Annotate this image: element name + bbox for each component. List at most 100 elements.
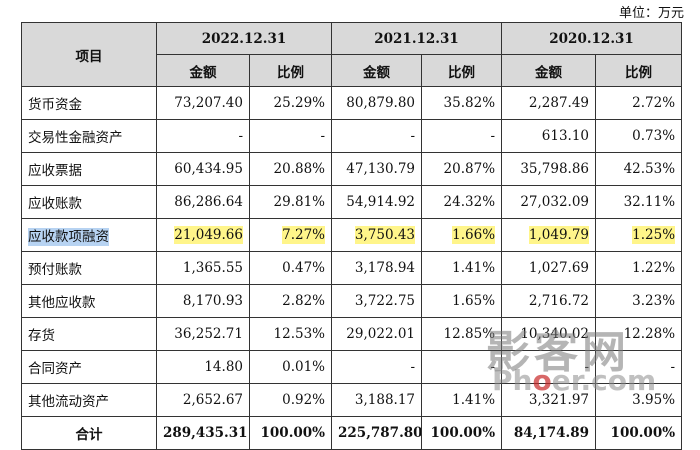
amount-value: 47,130.79 <box>346 161 416 177</box>
ratio-cell: 100.00% <box>595 416 683 450</box>
row-label-text: 其他应收款 <box>28 295 96 311</box>
amount-cell: 10,340.02 <box>501 317 597 351</box>
ratio-cell: 1.25% <box>595 218 683 252</box>
row-label-text: 合同资产 <box>28 361 82 377</box>
amount-cell: 3,750.43 <box>331 218 423 252</box>
amount-cell: 21,049.66 <box>156 218 250 252</box>
amount-value: - <box>410 359 416 375</box>
row-label-text: 合计 <box>75 427 103 443</box>
amount-value: 21,049.66 <box>174 226 243 244</box>
unit-label: 单位：万元 <box>618 6 684 21</box>
amount-value: 2,716.72 <box>528 293 590 309</box>
amount-cell: 613.10 <box>501 119 597 153</box>
row-label: 应收款项融资 <box>21 218 157 252</box>
ratio-cell: 24.32% <box>421 185 503 219</box>
row-label-text: 存货 <box>28 328 55 344</box>
amount-cell: 1,049.79 <box>501 218 597 252</box>
amount-cell: 2,716.72 <box>501 284 597 318</box>
amount-value: 27,032.09 <box>520 194 590 210</box>
ratio-cell: 7.27% <box>248 218 333 252</box>
current-assets-table: 项目 2022.12.31 2021.12.31 2020.12.31 金额 比… <box>21 22 683 450</box>
amount-cell: - <box>331 119 423 153</box>
header-year-2020: 2020.12.31 <box>501 22 683 55</box>
table-row: 应收账款 86,286.64 29.81% 54,914.92 24.32% 27,032… <box>21 185 683 219</box>
amount-value: 80,879.80 <box>346 95 416 111</box>
ratio-cell: 20.88% <box>248 152 333 186</box>
table-row: 存货 36,252.71 12.53% 29,022.01 12.85% 10,340.0… <box>21 317 683 351</box>
row-label-text: 其他流动资产 <box>28 394 109 410</box>
ratio-cell: 1.22% <box>595 251 683 285</box>
total-row: 合计 289,435.31 100.00% 225,787.80 100.00% 84,1… <box>21 416 683 450</box>
row-label: 应收票据 <box>21 152 157 186</box>
amount-value: 1,365.55 <box>182 260 243 276</box>
amount-value: 613.10 <box>541 128 590 144</box>
amount-value: 29,022.01 <box>346 326 416 342</box>
amount-cell: 14.80 <box>156 350 250 384</box>
ratio-value: 2.82% <box>282 293 326 309</box>
row-label: 存货 <box>21 317 157 351</box>
ratio-cell: 0.01% <box>248 350 333 384</box>
row-label-text: 预付账款 <box>28 262 82 278</box>
amount-value: 86,286.64 <box>174 194 243 210</box>
header-item: 项目 <box>21 22 157 87</box>
ratio-value: 20.88% <box>273 161 326 177</box>
amount-cell: 84,174.89 <box>501 416 597 450</box>
ratio-value: 7.27% <box>282 226 326 244</box>
ratio-cell: 1.66% <box>421 218 503 252</box>
ratio-cell: 25.29% <box>248 86 333 120</box>
ratio-value: 20.87% <box>443 161 496 177</box>
amount-cell: 225,787.80 <box>331 416 423 450</box>
ratio-value: 3.23% <box>632 293 676 309</box>
header-ratio: 比例 <box>248 54 333 87</box>
amount-cell: 29,022.01 <box>331 317 423 351</box>
ratio-cell: - <box>595 350 683 384</box>
amount-value: 3,188.17 <box>354 392 416 408</box>
ratio-cell: 0.92% <box>248 383 333 417</box>
ratio-value: 25.29% <box>273 95 326 111</box>
amount-value: 1,027.69 <box>528 260 590 276</box>
amount-cell: - <box>501 350 597 384</box>
row-label-text: 应收款项融资 <box>28 228 109 246</box>
ratio-value: 12.53% <box>273 326 326 342</box>
amount-cell: 36,252.71 <box>156 317 250 351</box>
row-label-text: 货币资金 <box>28 97 82 113</box>
ratio-value: 1.41% <box>452 392 496 408</box>
ratio-value: 12.85% <box>443 326 496 342</box>
ratio-cell: 42.53% <box>595 152 683 186</box>
ratio-value: 1.22% <box>632 260 676 276</box>
ratio-value: 1.65% <box>452 293 496 309</box>
amount-value: 8,170.93 <box>182 293 243 309</box>
ratio-cell: 35.82% <box>421 86 503 120</box>
amount-cell: 3,188.17 <box>331 383 423 417</box>
ratio-value: 3.95% <box>632 392 676 408</box>
ratio-value: 35.82% <box>443 95 496 111</box>
ratio-value: 0.47% <box>282 260 326 276</box>
header-amount: 金额 <box>331 54 423 87</box>
ratio-cell: - <box>421 350 503 384</box>
amount-value: 84,174.89 <box>513 425 590 441</box>
ratio-value: - <box>670 359 676 375</box>
table-row: 应收款项融资 21,049.66 7.27% 3,750.43 1.66% 1,049.7… <box>21 218 683 252</box>
ratio-value: 0.92% <box>282 392 326 408</box>
ratio-cell: 2.72% <box>595 86 683 120</box>
amount-value: 3,178.94 <box>354 260 416 276</box>
ratio-cell: 0.73% <box>595 119 683 153</box>
row-label: 货币资金 <box>21 86 157 120</box>
table-row: 货币资金 73,207.40 25.29% 80,879.80 35.82% 2,287.… <box>21 86 683 120</box>
amount-value: 35,798.86 <box>520 161 590 177</box>
row-label-text: 交易性金融资产 <box>28 130 123 146</box>
ratio-value: 0.01% <box>282 359 326 375</box>
amount-value: - <box>410 128 416 144</box>
amount-value: 3,321.97 <box>528 392 590 408</box>
amount-value: 36,252.71 <box>174 326 243 342</box>
row-label: 合同资产 <box>21 350 157 384</box>
header-ratio: 比例 <box>421 54 503 87</box>
ratio-cell: 12.28% <box>595 317 683 351</box>
amount-cell: 27,032.09 <box>501 185 597 219</box>
row-label: 其他应收款 <box>21 284 157 318</box>
ratio-value: 100.00% <box>610 425 676 441</box>
amount-cell: 2,652.67 <box>156 383 250 417</box>
ratio-value: 42.53% <box>623 161 676 177</box>
ratio-value: 1.66% <box>452 226 496 244</box>
row-label: 其他流动资产 <box>21 383 157 417</box>
